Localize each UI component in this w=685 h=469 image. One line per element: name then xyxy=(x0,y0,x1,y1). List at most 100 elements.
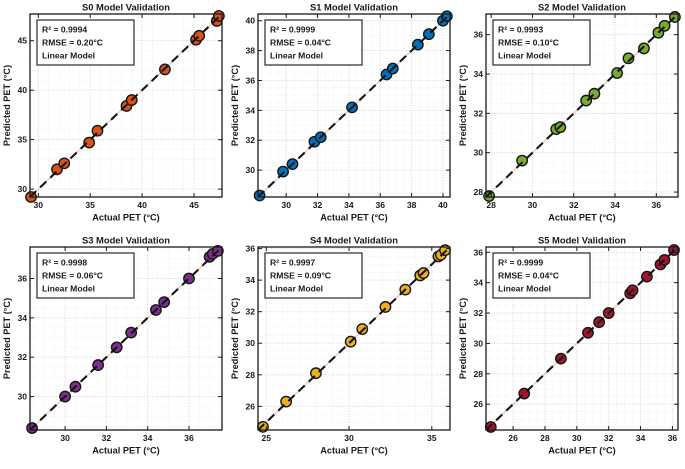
x-axis-label: Actual PET (°C) xyxy=(320,213,387,223)
legend-box xyxy=(264,19,363,66)
legend-box xyxy=(492,19,591,66)
y-tick-label: 36 xyxy=(17,273,27,283)
y-tick-label: 36 xyxy=(473,30,483,40)
y-tick-label: 30 xyxy=(17,392,27,402)
y-axis-label: Predicted PET (°C) xyxy=(458,298,468,379)
data-point xyxy=(638,42,650,55)
data-point xyxy=(83,136,96,149)
y-tick-label: 35 xyxy=(17,135,27,145)
legend-rmse: RMSE = 0.04°C xyxy=(498,271,559,281)
x-tick-label: 36 xyxy=(184,433,194,443)
x-tick-label: 32 xyxy=(604,433,614,443)
x-tick-label: 32 xyxy=(313,200,323,210)
legend-rmse: RMSE = 0.20°C xyxy=(42,38,103,48)
x-tick-label: 32 xyxy=(569,200,579,210)
y-tick-label: 26 xyxy=(473,399,483,409)
y-tick-label: 28 xyxy=(245,370,255,380)
legend-r2: R² = 0.9993 xyxy=(498,25,543,35)
data-point xyxy=(516,154,529,167)
legend-rmse: RMSE = 0.09°C xyxy=(270,271,331,281)
x-tick-label: 28 xyxy=(486,200,496,210)
identity-dashed-line xyxy=(485,13,679,198)
axis-frame xyxy=(257,13,451,198)
y-tick-label: 34 xyxy=(245,275,255,285)
y-tick-label: 32 xyxy=(473,108,483,118)
plot-title: S3 Model Validation xyxy=(82,235,170,246)
identity-dashed-line xyxy=(485,246,679,431)
x-axis-label: Actual PET (°C) xyxy=(320,446,387,456)
y-tick-label: 28 xyxy=(473,369,483,379)
x-tick-label: 30 xyxy=(528,200,538,210)
x-tick-label: 25 xyxy=(261,433,271,443)
y-tick-label: 40 xyxy=(17,85,27,95)
x-axis-label: Actual PET (°C) xyxy=(92,213,159,223)
y-axis-label: Predicted PET (°C) xyxy=(230,65,240,146)
y-tick-label: 28 xyxy=(473,187,483,197)
subplot-s2: 28 30 32 34 36 28 30 32 34 36 S2 Model Validation A… xyxy=(457,1,684,234)
axis-frame xyxy=(29,13,223,198)
x-tick-label: 45 xyxy=(189,200,199,210)
y-axis-label: Predicted PET (°C) xyxy=(458,65,468,146)
data-point xyxy=(379,301,392,313)
legend-box xyxy=(36,252,135,299)
y-tick-label: 34 xyxy=(473,69,483,79)
x-tick-label: 34 xyxy=(636,433,646,443)
legend-r2: R² = 0.9999 xyxy=(498,258,543,268)
data-point xyxy=(280,395,293,408)
y-tick-label: 30 xyxy=(473,148,483,158)
plot-title: S4 Model Validation xyxy=(310,235,398,246)
subplot-s0: 30 35 40 45 30 35 40 45 S0 Model Validation Actua… xyxy=(1,1,228,234)
y-tick-label: 45 xyxy=(17,36,27,46)
plot-title: S2 Model Validation xyxy=(538,2,626,13)
x-tick-label: 30 xyxy=(281,200,291,210)
subplot-s3: 30 32 34 36 30 32 34 36 S3 Model Validation Actua… xyxy=(1,234,228,467)
legend-model: Linear Model xyxy=(498,51,551,61)
x-tick-label: 38 xyxy=(407,200,417,210)
chart-s2: 28 30 32 34 36 28 30 32 34 36 S2 Model Validation A… xyxy=(458,2,681,223)
plot-title: S5 Model Validation xyxy=(538,235,626,246)
legend-r2: R² = 0.9997 xyxy=(270,258,315,268)
y-tick-label: 30 xyxy=(17,184,27,194)
subplot-s4: 25 30 35 26 28 30 32 34 36 S4 Model Validation Act… xyxy=(229,234,456,467)
plot-title: S1 Model Validation xyxy=(310,2,398,13)
subplot-s5: 26 28 30 32 34 36 26 28 30 32 34 36 S5 Model Validat… xyxy=(457,234,684,467)
legend-model: Linear Model xyxy=(270,51,323,61)
y-axis-label: Predicted PET (°C) xyxy=(2,298,12,379)
identity-dashed-line xyxy=(29,246,223,431)
legend-model: Linear Model xyxy=(498,284,551,294)
data-point xyxy=(91,124,104,137)
y-tick-label: 32 xyxy=(473,308,483,318)
y-tick-label: 26 xyxy=(245,401,255,411)
x-axis-label: Actual PET (°C) xyxy=(548,213,615,223)
chart-s0: 30 35 40 45 30 35 40 45 S0 Model Validation Actua… xyxy=(2,2,225,223)
x-tick-label: 34 xyxy=(344,200,354,210)
x-axis-label: Actual PET (°C) xyxy=(92,446,159,456)
legend-r2: R² = 0.9999 xyxy=(270,25,315,35)
y-tick-label: 34 xyxy=(17,313,27,323)
legend-model: Linear Model xyxy=(270,284,323,294)
axis-frame xyxy=(485,246,679,431)
x-tick-label: 34 xyxy=(610,200,620,210)
legend-model: Linear Model xyxy=(42,51,95,61)
y-tick-label: 36 xyxy=(473,247,483,257)
chart-s1: 30 32 34 36 38 40 30 32 34 36 38 40 S1 Model Validat… xyxy=(230,2,453,223)
x-tick-label: 26 xyxy=(508,433,518,443)
y-tick-label: 36 xyxy=(245,244,255,254)
y-tick-label: 36 xyxy=(245,75,255,85)
legend-box xyxy=(264,252,363,299)
legend-rmse: RMSE = 0.10°C xyxy=(498,38,559,48)
x-tick-label: 28 xyxy=(540,433,550,443)
x-tick-label: 35 xyxy=(427,433,437,443)
y-tick-label: 34 xyxy=(245,105,255,115)
y-tick-label: 32 xyxy=(245,307,255,317)
chart-s5: 26 28 30 32 34 36 26 28 30 32 34 36 S5 Model Validat… xyxy=(458,235,680,456)
x-tick-label: 32 xyxy=(102,433,112,443)
y-tick-label: 30 xyxy=(245,165,255,175)
legend-box xyxy=(492,252,591,299)
y-axis-label: Predicted PET (°C) xyxy=(2,65,12,146)
legend-r2: R² = 0.9998 xyxy=(42,258,87,268)
data-point xyxy=(622,52,635,65)
x-tick-label: 30 xyxy=(60,433,70,443)
data-point xyxy=(310,367,322,380)
